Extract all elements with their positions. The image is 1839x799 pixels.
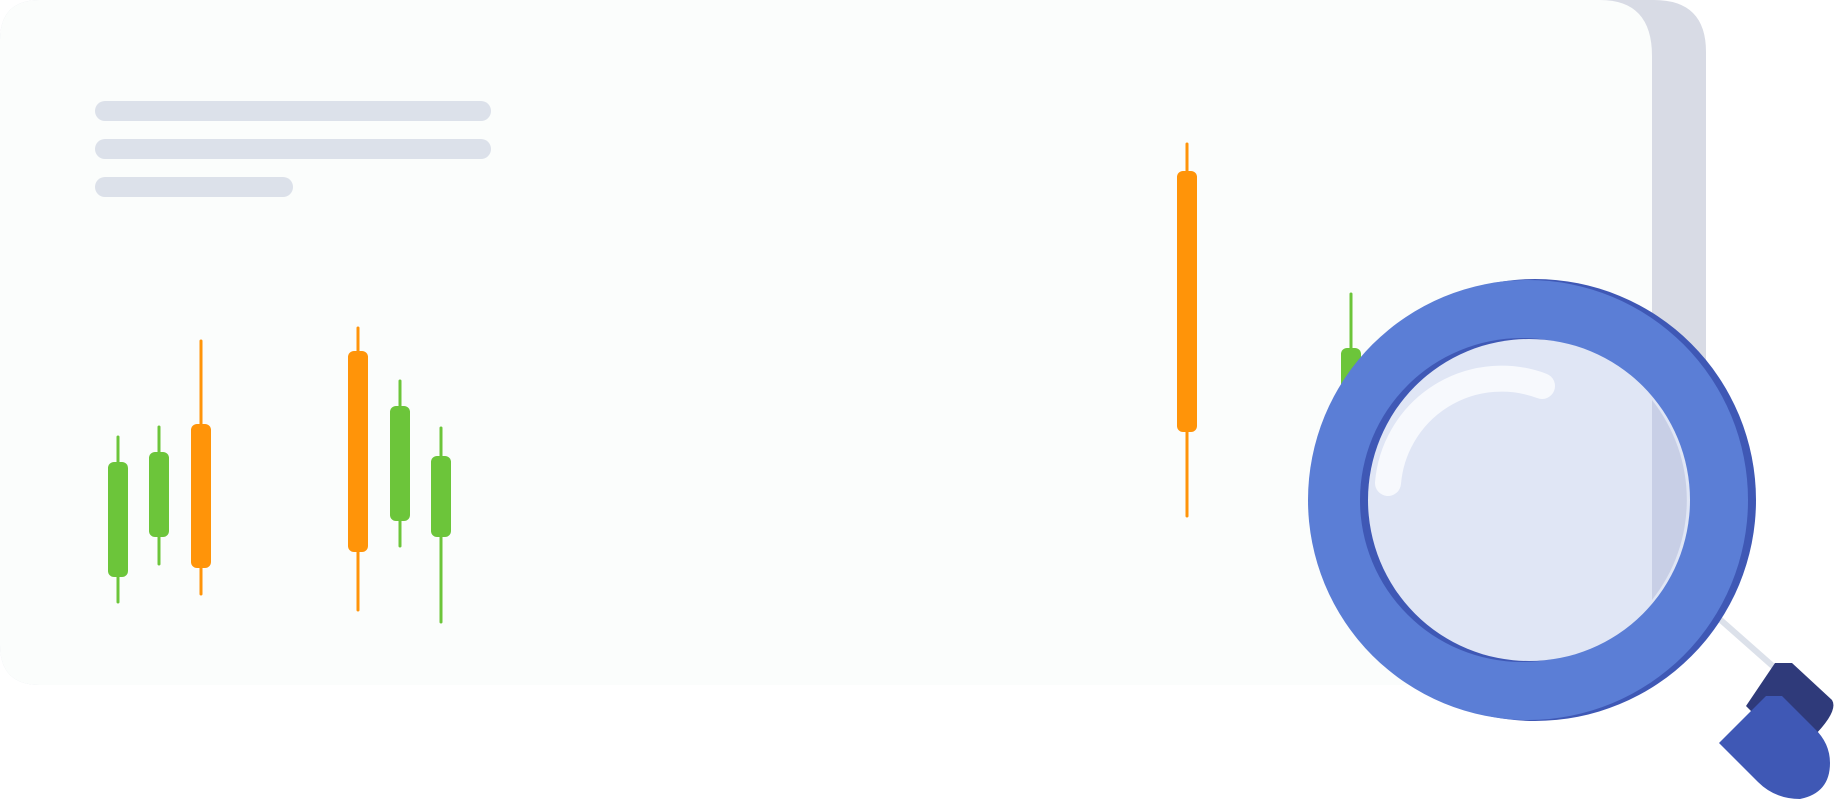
handle xyxy=(1719,696,1830,799)
card xyxy=(0,0,1652,685)
lens-glass xyxy=(1368,339,1690,661)
candlesticks xyxy=(108,142,1361,624)
lens-highlight xyxy=(1375,365,1555,496)
candle xyxy=(191,339,211,596)
candle xyxy=(390,379,410,548)
lens-card-edge xyxy=(1652,400,1687,600)
candle xyxy=(348,326,368,612)
candle xyxy=(431,426,451,624)
placeholder-line xyxy=(95,101,491,121)
placeholder-line xyxy=(95,177,293,197)
candle xyxy=(149,425,169,566)
magnifier xyxy=(1308,279,1834,799)
candle xyxy=(1177,142,1197,518)
handle-neck xyxy=(1713,612,1777,671)
placeholder-line xyxy=(95,139,491,159)
candle xyxy=(108,435,128,604)
text-placeholders xyxy=(95,101,491,197)
